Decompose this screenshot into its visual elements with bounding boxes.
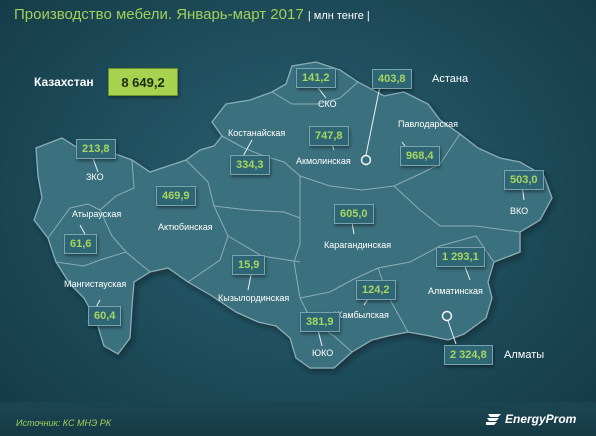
kostanay-label: Костанайская xyxy=(228,128,286,138)
aktobe-label: Актюбинская xyxy=(158,222,213,232)
yuko-label: ЮКО xyxy=(312,348,334,358)
kyzylorda-label: Кызылординская xyxy=(218,293,290,303)
energyprom-logo-icon xyxy=(486,414,501,425)
mangystau-value-box: 60,4 xyxy=(88,306,122,326)
sko-value-box: 141,2 xyxy=(296,68,336,88)
source-note: Источник: КС МНЭ РК xyxy=(16,418,112,428)
atyrau-value-box: 61,6 xyxy=(64,234,98,254)
almaty-value-box: 2 324,8 xyxy=(444,345,493,365)
astana-marker-icon xyxy=(360,154,372,166)
aktobe-value-box: 469,9 xyxy=(156,186,196,206)
vko-label: ВКО xyxy=(510,206,529,216)
karaganda-value-box: 605,0 xyxy=(334,204,374,224)
almaty-region-label: Алматинская xyxy=(428,286,483,296)
region-borders xyxy=(47,81,521,353)
vko-value-box: 503,0 xyxy=(504,170,544,190)
pavlodar-value-box: 968,4 xyxy=(400,146,440,166)
akmola-value-box: 747,8 xyxy=(309,126,349,146)
logo-text: EnergyProm xyxy=(505,412,577,426)
page-title: Производство мебели. Январь-март 2017 | … xyxy=(14,6,370,23)
almaty-region-value-box: 1 293,1 xyxy=(436,247,485,267)
title-text: Производство мебели. Январь-март 2017 xyxy=(14,6,304,23)
astana-label: Астана xyxy=(432,73,469,85)
kyzylorda-value-box: 15,9 xyxy=(232,255,266,275)
total-value-box: 8 649,2 xyxy=(108,68,178,96)
total-label: Казахстан xyxy=(34,75,94,89)
zko-label: ЗКО xyxy=(86,172,104,182)
atyrau-label: Атырауская xyxy=(72,209,122,219)
sko-label: СКО xyxy=(318,99,337,109)
karaganda-label: Карагандинская xyxy=(324,240,392,250)
astana-value-box: 403,8 xyxy=(372,69,412,89)
kostanay-value-box: 334,3 xyxy=(230,155,270,175)
pavlodar-label: Павлодарская xyxy=(398,119,458,129)
almaty-marker-icon xyxy=(441,310,453,322)
zhambyl-label: Жамбылская xyxy=(334,310,389,320)
unit-label: | млн тенге | xyxy=(307,10,370,22)
logo: EnergyProm xyxy=(486,412,576,426)
zhambyl-value-box: 124,2 xyxy=(356,280,396,300)
mangystau-label: Мангистауская xyxy=(64,279,127,289)
almaty-label: Алматы xyxy=(504,349,545,361)
akmola-label: Акмолинская xyxy=(296,156,351,166)
zko-value-box: 213,8 xyxy=(76,139,116,159)
yuko-value-box: 381,9 xyxy=(300,312,340,332)
